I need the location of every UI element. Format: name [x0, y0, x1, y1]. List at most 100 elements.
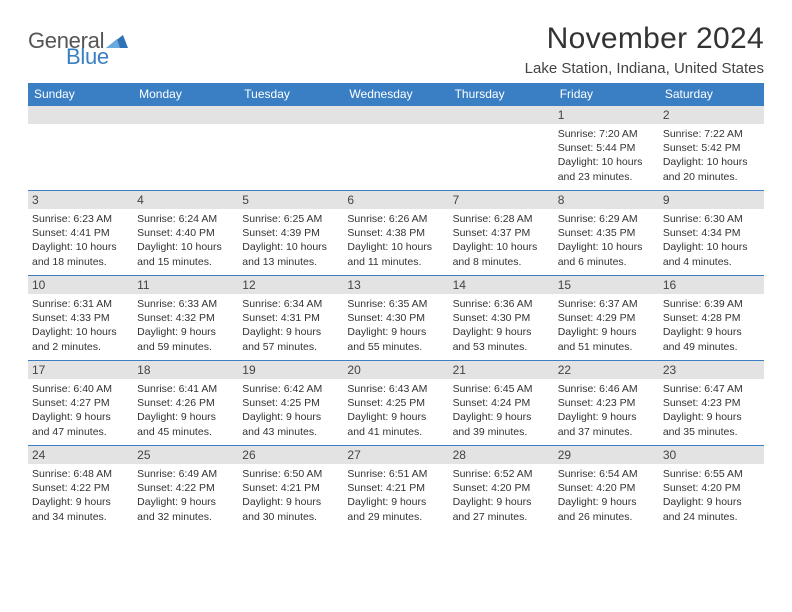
day-number-bar: 26 [238, 446, 343, 464]
sunset-line: Sunset: 4:21 PM [242, 481, 339, 495]
day-number-bar: 8 [554, 191, 659, 209]
weekday-header: Saturday [659, 83, 764, 106]
sunrise-line: Sunrise: 6:29 AM [558, 212, 655, 226]
daylight-line: Daylight: 10 hours [663, 240, 760, 254]
daylight-line: Daylight: 9 hours [242, 495, 339, 509]
daylight-line: Daylight: 9 hours [453, 410, 550, 424]
day-number-bar: 29 [554, 446, 659, 464]
sunrise-line: Sunrise: 6:39 AM [663, 297, 760, 311]
calendar-cell: 26 Sunrise: 6:50 AMSunset: 4:21 PMDayligh… [238, 446, 343, 531]
calendar-cell: 22Sunrise: 6:46 AMSunset: 4:23 PMDayligh… [554, 361, 659, 446]
sunset-line: Sunset: 4:31 PM [242, 311, 339, 325]
calendar-cell: 28Sunrise: 6:52 AMSunset: 4:20 PMDayligh… [449, 446, 554, 531]
sunrise-line: Sunrise: 6:43 AM [347, 382, 444, 396]
daylight-line-2: and 23 minutes. [558, 170, 655, 184]
daylight-line: Daylight: 9 hours [137, 495, 234, 509]
daylight-line: Daylight: 10 hours [558, 155, 655, 169]
daylight-line-2: and 6 minutes. [558, 255, 655, 269]
calendar-cell: 8Sunrise: 6:29 AMSunset: 4:35 PMDaylight… [554, 191, 659, 276]
weekday-header: Thursday [449, 83, 554, 106]
daylight-line-2: and 41 minutes. [347, 425, 444, 439]
logo-word-blue: Blue [66, 46, 128, 68]
sunrise-line: Sunrise: 6:40 AM [32, 382, 129, 396]
calendar-cell: 25Sunrise: 6:49 AMSunset: 4:22 PMDayligh… [133, 446, 238, 531]
calendar-cell: 23Sunrise: 6:47 AMSunset: 4:23 PMDayligh… [659, 361, 764, 446]
daylight-line: Daylight: 9 hours [137, 410, 234, 424]
calendar-cell: 20Sunrise: 6:43 AMSunset: 4:25 PMDayligh… [343, 361, 448, 446]
daylight-line-2: and 30 minutes. [242, 510, 339, 524]
sunset-line: Sunset: 4:24 PM [453, 396, 550, 410]
sunset-line: Sunset: 4:37 PM [453, 226, 550, 240]
title-block: November 2024 Lake Station, Indiana, Uni… [525, 22, 764, 77]
daylight-line: Daylight: 10 hours [32, 240, 129, 254]
daylight-line: Daylight: 9 hours [663, 325, 760, 339]
sunrise-line: Sunrise: 6:42 AM [242, 382, 339, 396]
daylight-line: Daylight: 9 hours [663, 410, 760, 424]
weekday-header-row: Sunday Monday Tuesday Wednesday Thursday… [28, 83, 764, 106]
calendar-cell: 30Sunrise: 6:55 AMSunset: 4:20 PMDayligh… [659, 446, 764, 531]
sunrise-line: Sunrise: 6:26 AM [347, 212, 444, 226]
sunrise-line: Sunrise: 6:25 AM [242, 212, 339, 226]
calendar-cell: 2Sunrise: 7:22 AMSunset: 5:42 PMDaylight… [659, 106, 764, 191]
sunrise-line: Sunrise: 7:22 AM [663, 127, 760, 141]
day-number-bar: 3 [28, 191, 133, 209]
weekday-header: Wednesday [343, 83, 448, 106]
daylight-line-2: and 53 minutes. [453, 340, 550, 354]
daylight-line: Daylight: 10 hours [453, 240, 550, 254]
sunset-line: Sunset: 4:25 PM [347, 396, 444, 410]
sunrise-line: Sunrise: 6:50 AM [242, 467, 339, 481]
sunset-line: Sunset: 4:41 PM [32, 226, 129, 240]
calendar-cell: 21Sunrise: 6:45 AMSunset: 4:24 PMDayligh… [449, 361, 554, 446]
daylight-line: Daylight: 9 hours [453, 325, 550, 339]
page-header: General Blue November 2024 Lake Station,… [28, 22, 764, 77]
daylight-line: Daylight: 9 hours [347, 325, 444, 339]
day-number-bar [343, 106, 448, 124]
calendar-cell: 3Sunrise: 6:23 AMSunset: 4:41 PMDaylight… [28, 191, 133, 276]
calendar-cell: 29Sunrise: 6:54 AMSunset: 4:20 PMDayligh… [554, 446, 659, 531]
sunset-line: Sunset: 4:25 PM [242, 396, 339, 410]
sunrise-line: Sunrise: 6:36 AM [453, 297, 550, 311]
calendar-cell: 4Sunrise: 6:24 AMSunset: 4:40 PMDaylight… [133, 191, 238, 276]
sunrise-line: Sunrise: 6:24 AM [137, 212, 234, 226]
day-number-bar: 13 [343, 276, 448, 294]
day-number-bar: 12 [238, 276, 343, 294]
sunset-line: Sunset: 4:38 PM [347, 226, 444, 240]
sunrise-line: Sunrise: 6:46 AM [558, 382, 655, 396]
sunrise-line: Sunrise: 6:54 AM [558, 467, 655, 481]
day-number-bar: 11 [133, 276, 238, 294]
day-number-bar [449, 106, 554, 124]
daylight-line: Daylight: 9 hours [347, 495, 444, 509]
daylight-line: Daylight: 10 hours [347, 240, 444, 254]
calendar-cell: 14Sunrise: 6:36 AMSunset: 4:30 PMDayligh… [449, 276, 554, 361]
calendar-cell: 1Sunrise: 7:20 AMSunset: 5:44 PMDaylight… [554, 106, 659, 191]
sunrise-line: Sunrise: 6:47 AM [663, 382, 760, 396]
sunset-line: Sunset: 4:21 PM [347, 481, 444, 495]
calendar-cell: 10Sunrise: 6:31 AMSunset: 4:33 PMDayligh… [28, 276, 133, 361]
weekday-header: Tuesday [238, 83, 343, 106]
daylight-line-2: and 43 minutes. [242, 425, 339, 439]
daylight-line-2: and 45 minutes. [137, 425, 234, 439]
sunset-line: Sunset: 4:22 PM [137, 481, 234, 495]
weekday-header: Friday [554, 83, 659, 106]
sunrise-line: Sunrise: 6:34 AM [242, 297, 339, 311]
location-subtitle: Lake Station, Indiana, United States [525, 60, 764, 77]
daylight-line: Daylight: 9 hours [32, 495, 129, 509]
daylight-line-2: and 29 minutes. [347, 510, 444, 524]
day-number-bar: 16 [659, 276, 764, 294]
day-number-bar: 6 [343, 191, 448, 209]
sunrise-line: Sunrise: 6:51 AM [347, 467, 444, 481]
day-number-bar: 4 [133, 191, 238, 209]
day-number-bar: 5 [238, 191, 343, 209]
day-number-bar: 15 [554, 276, 659, 294]
daylight-line: Daylight: 9 hours [242, 410, 339, 424]
daylight-line-2: and 4 minutes. [663, 255, 760, 269]
calendar-cell [133, 106, 238, 191]
calendar-cell: 15Sunrise: 6:37 AMSunset: 4:29 PMDayligh… [554, 276, 659, 361]
calendar-cell [238, 106, 343, 191]
calendar-cell [28, 106, 133, 191]
sunrise-line: Sunrise: 6:52 AM [453, 467, 550, 481]
weekday-header: Sunday [28, 83, 133, 106]
sunset-line: Sunset: 4:39 PM [242, 226, 339, 240]
daylight-line-2: and 55 minutes. [347, 340, 444, 354]
daylight-line: Daylight: 10 hours [663, 155, 760, 169]
